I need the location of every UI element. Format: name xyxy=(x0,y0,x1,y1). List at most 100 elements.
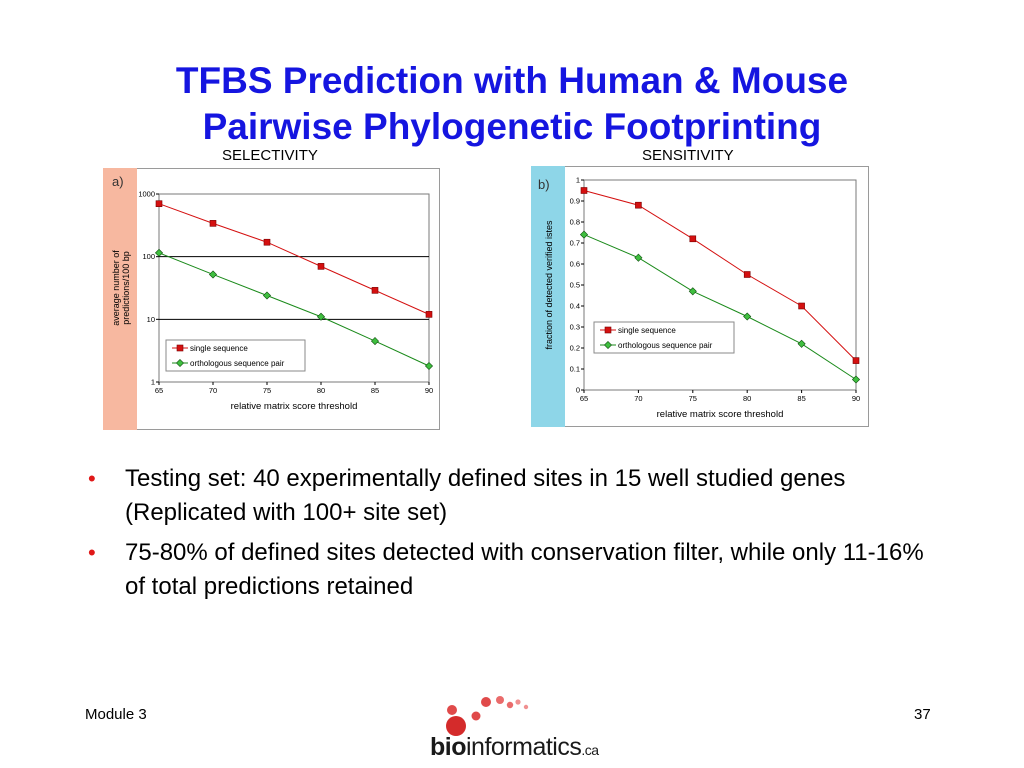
series-line xyxy=(158,252,430,367)
y-tick-label: 0.5 xyxy=(570,281,580,290)
data-point xyxy=(852,357,860,364)
panel-strip xyxy=(531,166,565,427)
y-tick-label: 0.6 xyxy=(570,260,580,269)
x-axis-label: relative matrix score threshold xyxy=(657,409,784,420)
data-point xyxy=(634,253,643,262)
data-point xyxy=(635,201,642,209)
data-point xyxy=(317,263,325,270)
y-tick-label: 1 xyxy=(576,176,580,185)
x-tick-label: 65 xyxy=(580,394,588,403)
logo-bio-text: bio xyxy=(430,733,467,761)
logo-dot xyxy=(506,701,514,709)
page-number: 37 xyxy=(914,706,931,723)
data-point xyxy=(263,238,271,246)
panel-label: a) xyxy=(112,174,124,189)
logo-ca-text: .ca xyxy=(581,742,599,758)
bullet-item: • Testing set: 40 experimentally defined… xyxy=(84,462,944,530)
x-tick-label: 80 xyxy=(743,394,751,403)
data-point xyxy=(798,302,805,310)
x-axis-label: relative matrix score threshold xyxy=(231,401,358,412)
logo-dot xyxy=(515,699,521,705)
y-axis-label: fraction of detected verified istes xyxy=(544,220,554,350)
y-tick-label: 0.1 xyxy=(570,365,580,374)
x-tick-label: 90 xyxy=(425,386,433,395)
y-axis-label: predictions/100 bp xyxy=(121,251,131,325)
data-point xyxy=(797,339,806,348)
data-point xyxy=(371,287,379,294)
data-point xyxy=(424,361,434,371)
y-axis-label: average number of xyxy=(111,250,121,326)
bioinformatics-logo-text: bioinformatics.ca xyxy=(430,733,599,762)
y-tick-label: 0.7 xyxy=(570,239,580,248)
legend-box xyxy=(165,339,306,372)
y-tick-label: 10 xyxy=(147,315,155,324)
x-tick-label: 90 xyxy=(852,394,860,403)
y-tick-label: 1000 xyxy=(138,190,155,199)
series-line xyxy=(158,203,430,315)
plot-area xyxy=(583,179,857,391)
x-tick-label: 70 xyxy=(209,386,217,395)
logo-dot xyxy=(471,711,481,721)
bullet-text: Testing set: 40 experimentally defined s… xyxy=(125,465,846,526)
logo-informatics-text: informatics xyxy=(466,733,582,761)
slide-title: TFBS Prediction with Human & Mouse Pairw… xyxy=(0,58,1024,150)
legend-marker xyxy=(175,358,185,368)
panel-label: b) xyxy=(538,177,550,192)
bioinformatics-logo-icon xyxy=(446,696,529,736)
y-tick-label: 0.4 xyxy=(570,302,580,311)
y-tick-label: 0.3 xyxy=(570,323,580,332)
y-tick-label: 100 xyxy=(142,252,155,261)
bullet-text: 75-80% of defined sites detected with co… xyxy=(125,539,924,600)
data-point xyxy=(209,220,217,227)
x-tick-label: 75 xyxy=(263,386,271,395)
logo-dot xyxy=(496,696,504,704)
chart-a-caption: SELECTIVITY xyxy=(222,147,318,164)
legend-marker xyxy=(176,344,184,352)
panel-strip xyxy=(103,168,137,430)
data-point xyxy=(208,270,218,279)
data-point xyxy=(370,337,380,346)
data-point xyxy=(743,312,752,321)
legend-label: orthologous sequence pair xyxy=(618,341,713,350)
logo-dot xyxy=(446,716,466,736)
data-point xyxy=(689,235,697,243)
y-tick-label: 1 xyxy=(151,378,155,387)
data-point xyxy=(425,311,433,318)
bullet-dot-icon: • xyxy=(88,540,96,565)
selectivity-chart: a) 1 10 100 1000 65 70 75 80 85 90 relative matrix … xyxy=(103,168,440,430)
data-point xyxy=(579,230,589,239)
series-line xyxy=(583,234,857,380)
data-point xyxy=(155,200,163,208)
bullet-dot-icon: • xyxy=(88,466,96,491)
logo-dot xyxy=(481,697,491,707)
series-line xyxy=(583,190,857,361)
legend-label: single sequence xyxy=(190,344,248,353)
x-tick-label: 85 xyxy=(797,394,805,403)
data-point xyxy=(743,271,751,278)
data-point xyxy=(851,375,861,384)
y-tick-label: 0 xyxy=(576,386,580,395)
x-tick-label: 65 xyxy=(155,386,163,395)
x-tick-label: 70 xyxy=(634,394,642,403)
logo-dot xyxy=(523,704,529,710)
x-tick-label: 85 xyxy=(371,386,379,395)
logo-dot xyxy=(447,705,457,715)
y-tick-label: 0.2 xyxy=(570,344,580,353)
data-point xyxy=(688,287,697,296)
sensitivity-chart: b) 0 0.1 0.2 0.3 0.4 0.5 0.6 0.7 0.8 0.9 1 65 70 75 80 8… xyxy=(531,166,869,427)
y-tick-label: 0.8 xyxy=(570,218,580,227)
data-point xyxy=(316,312,326,321)
legend-box xyxy=(593,321,735,354)
legend-marker xyxy=(604,326,612,334)
legend-marker xyxy=(603,340,613,350)
x-tick-label: 75 xyxy=(689,394,697,403)
bullet-item: • 75-80% of defined sites detected with … xyxy=(84,536,944,604)
data-point xyxy=(154,248,164,257)
title-line-1: TFBS Prediction with Human & Mouse xyxy=(175,60,849,101)
chart-b-caption: SENSITIVITY xyxy=(642,147,734,164)
data-point xyxy=(580,187,588,194)
legend-label: single sequence xyxy=(618,326,676,335)
data-point xyxy=(262,291,272,300)
bullet-list: • Testing set: 40 experimentally defined… xyxy=(84,462,944,610)
footer-module-label: Module 3 xyxy=(85,706,147,723)
